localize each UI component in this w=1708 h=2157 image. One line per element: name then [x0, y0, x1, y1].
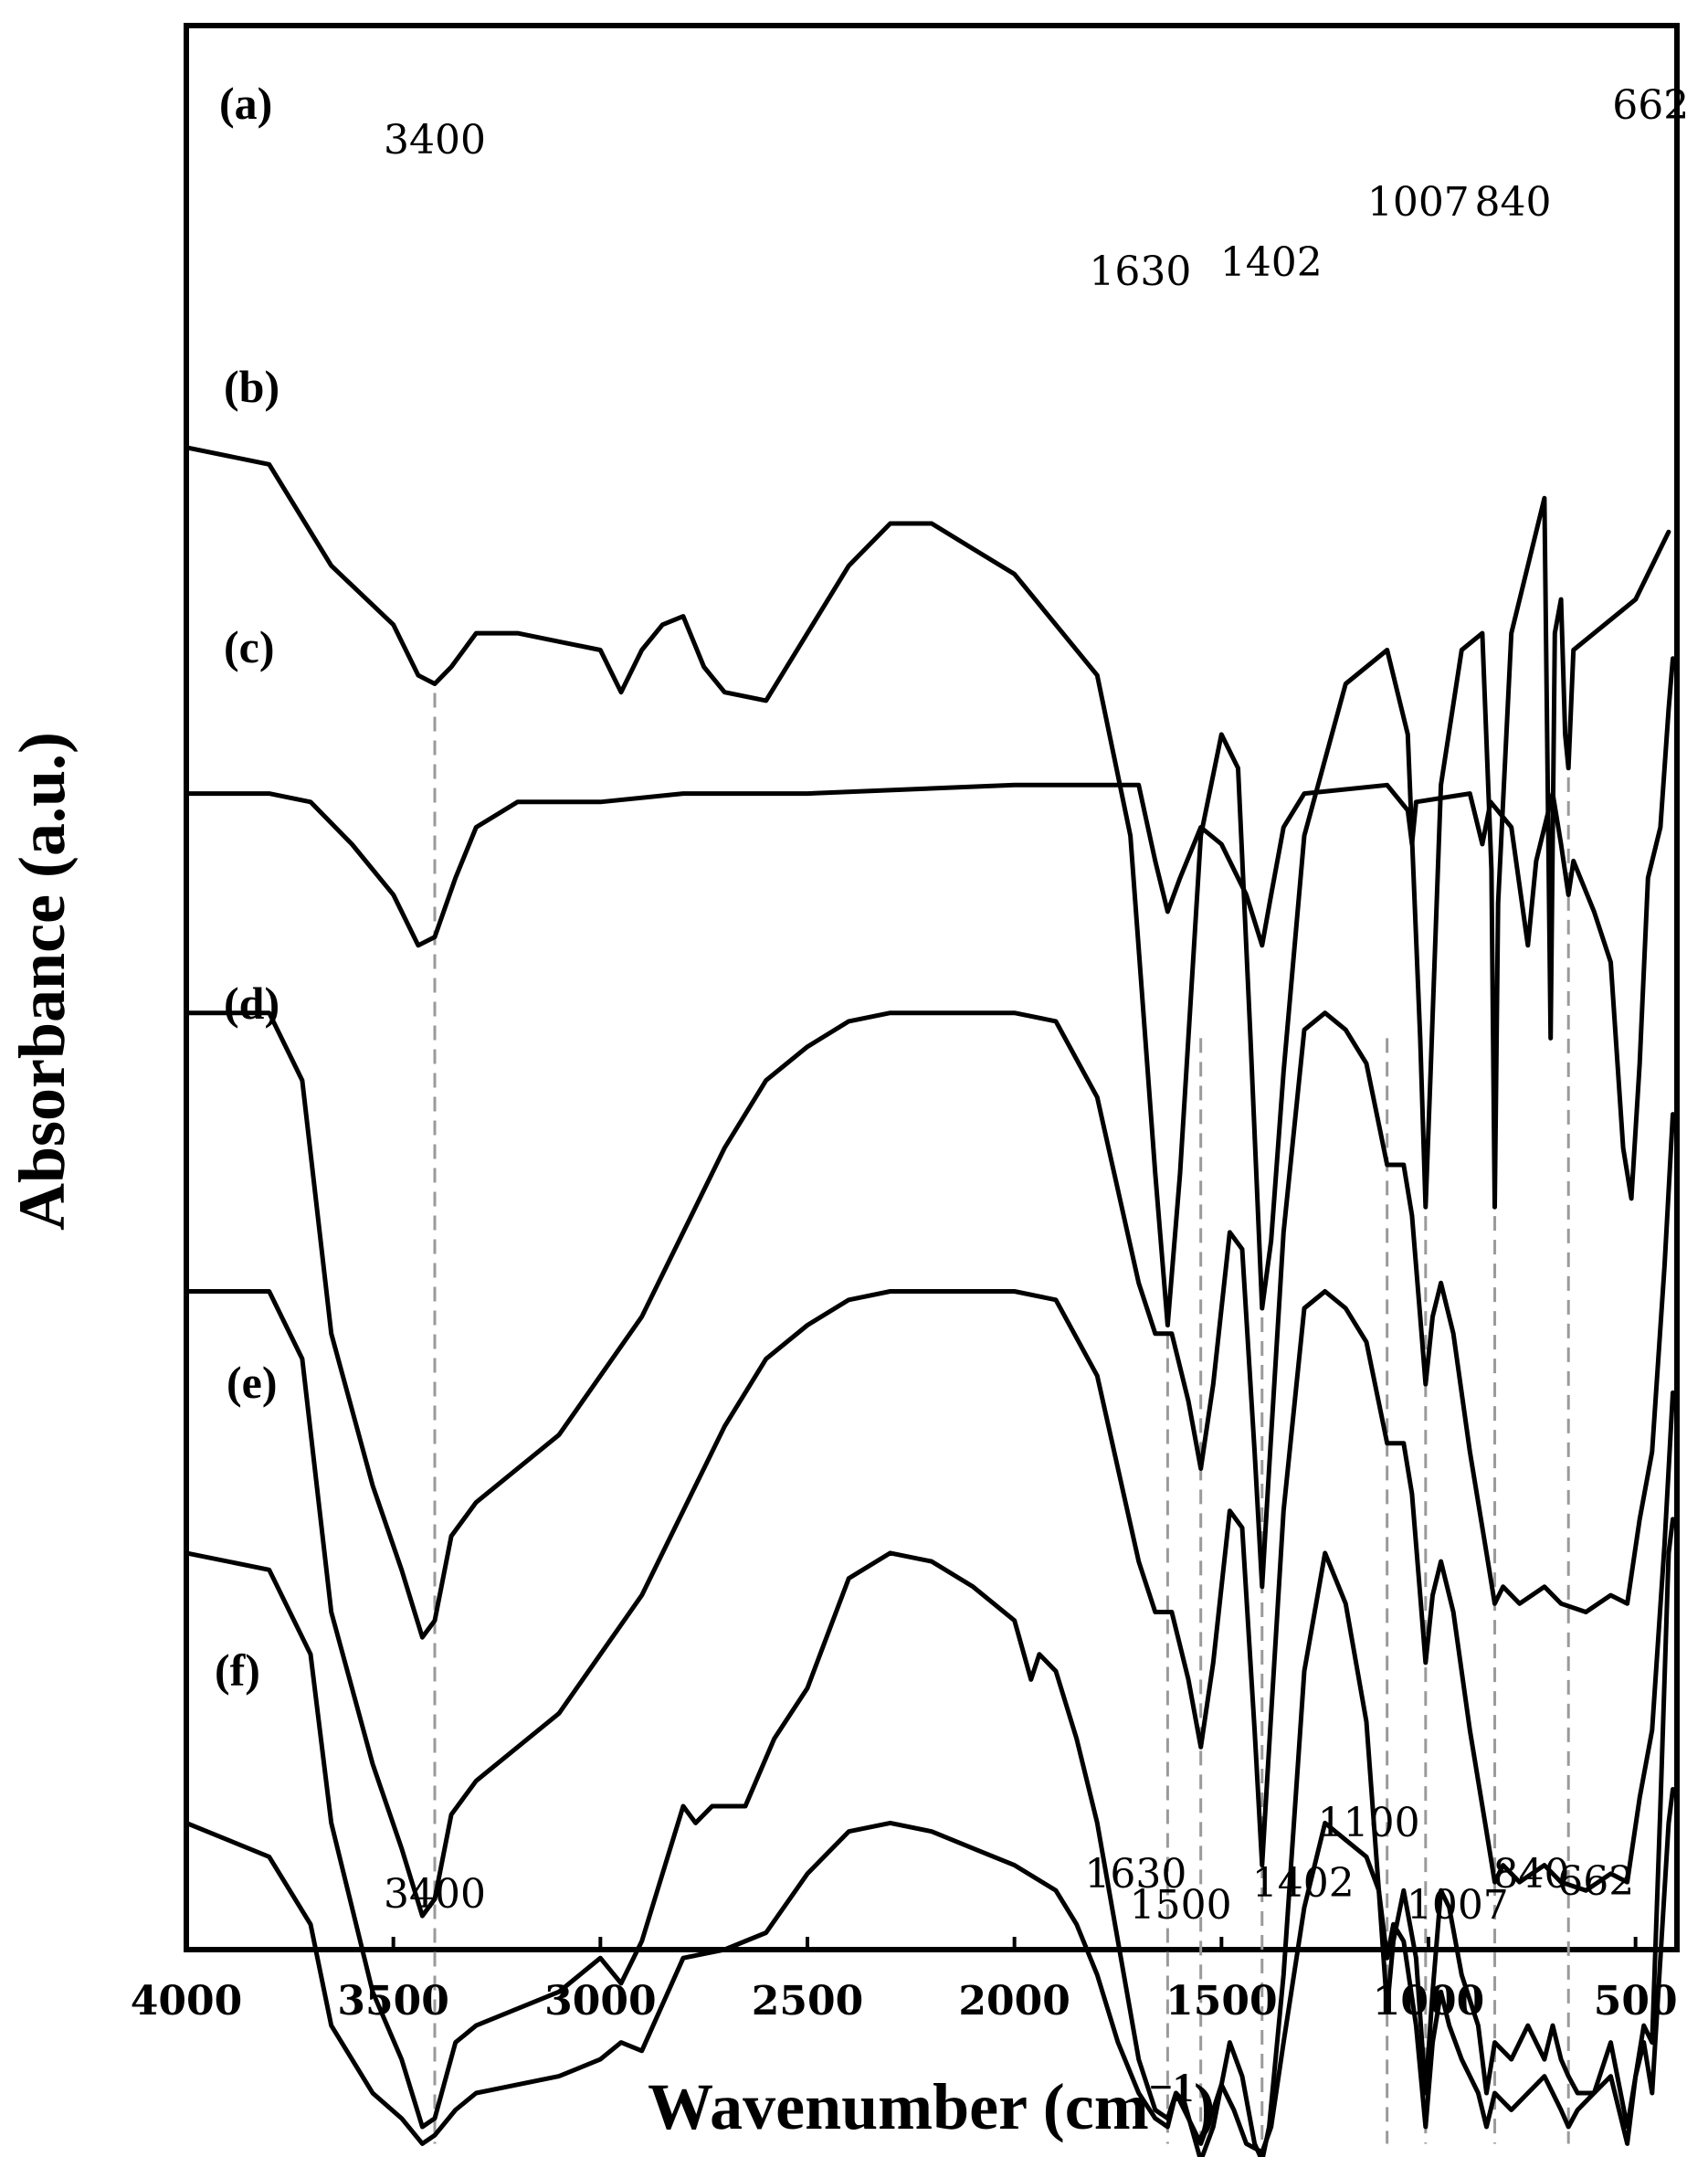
- series-label-5: (e): [227, 1357, 278, 1408]
- plot-frame: [184, 23, 1680, 1952]
- series-label-3: (c): [224, 621, 275, 672]
- x-tick-label-2500: 2500: [752, 1978, 863, 2025]
- x-tick-label-4000: 4000: [131, 1978, 242, 2025]
- peak-label-f-1007: 1007: [1407, 1882, 1509, 1929]
- series-line-3: [184, 1010, 1675, 1640]
- peak-label-a-1402: 1402: [1220, 239, 1323, 286]
- peak-label-a-1007: 1007: [1367, 179, 1470, 226]
- series-line-6: [184, 1787, 1675, 2155]
- x-tick-label-3000: 3000: [544, 1978, 656, 2025]
- x-axis-title: Wavenumber (cm−1): [648, 2064, 1216, 2143]
- x-axis-title-text: Wavenumber (cm: [648, 2070, 1149, 2143]
- series-line-1: [184, 445, 1671, 1327]
- series-label-1: (a): [219, 78, 272, 129]
- series-line-2: [184, 656, 1675, 1201]
- spectra: [184, 445, 1675, 2157]
- x-tick-label-500: 500: [1594, 1978, 1678, 2025]
- x-tick-label-3500: 3500: [337, 1978, 448, 2025]
- x-axis-title-exponent: −1: [1149, 2064, 1194, 2110]
- peak-label-f-662: 662: [1557, 1858, 1634, 1905]
- series-labels: (a) (b) (c) (d) (e) (f): [215, 78, 279, 1696]
- x-tick-label-1500: 1500: [1165, 1978, 1277, 2025]
- series-line-5: [184, 1517, 1675, 2157]
- x-axis-title-close: ): [1194, 2070, 1216, 2143]
- peak-label-f-1550: 1500: [1130, 1882, 1232, 1929]
- series-label-2: (b): [224, 361, 279, 412]
- peak-label-f-3400: 3400: [384, 1871, 486, 1918]
- peak-label-a-840: 840: [1475, 179, 1552, 226]
- x-ticks: 4000 3500 3000 2500 2000 1500 1000 500: [131, 1937, 1678, 2025]
- peak-label-f-1630: 1630: [1084, 1851, 1186, 1898]
- y-axis-title: Absorbance (a.u.): [5, 732, 79, 1231]
- series-label-6: (f): [215, 1644, 260, 1696]
- x-tick-label-1000: 1000: [1373, 1978, 1484, 2025]
- peak-label-f-1402: 1402: [1252, 1860, 1355, 1907]
- peak-label-f-840: 840: [1493, 1851, 1570, 1898]
- peak-label-a-1630: 1630: [1089, 248, 1191, 295]
- peak-label-a-662: 662: [1612, 82, 1689, 129]
- peak-label-a-3400: 3400: [384, 117, 486, 164]
- x-tick-label-2000: 2000: [958, 1978, 1070, 2025]
- series-line-4: [184, 1289, 1675, 1919]
- series-label-4: (d): [224, 978, 279, 1029]
- peak-label-f-1100: 1100: [1318, 1800, 1420, 1846]
